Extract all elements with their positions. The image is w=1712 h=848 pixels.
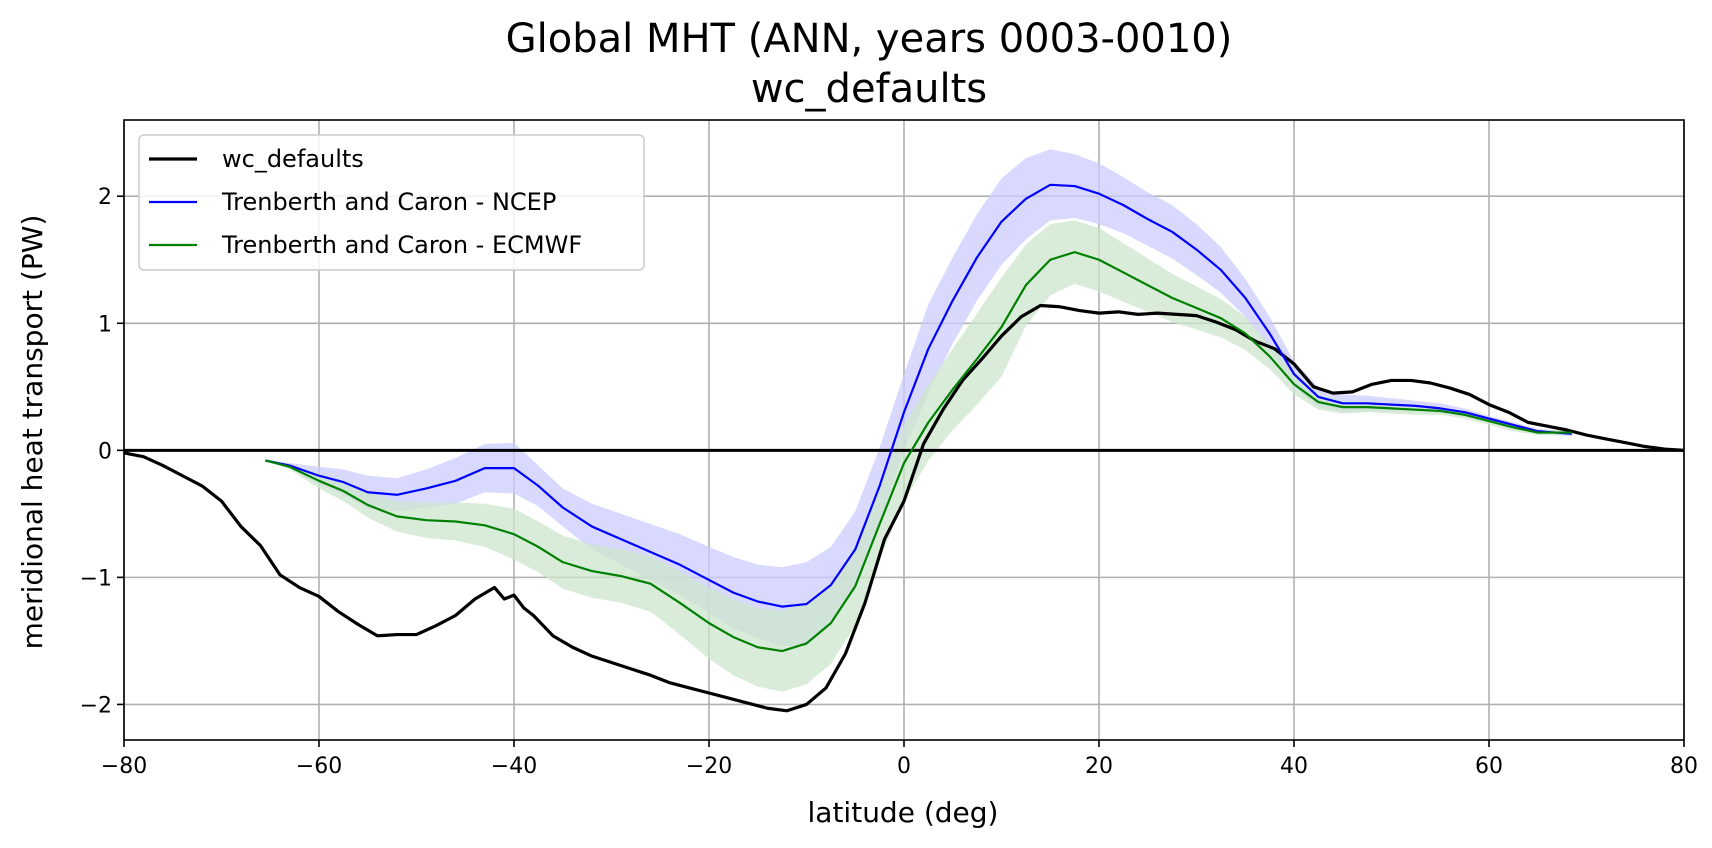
- x-axis-ticks: −80 −60 −40 −20 0 20 40 60 80: [101, 740, 1698, 779]
- x-tick-label: −80: [101, 754, 147, 779]
- y-axis-ticks: −2 −1 0 1 2: [80, 185, 124, 718]
- x-tick-label: −40: [491, 754, 537, 779]
- series-line-1: [265, 183, 1572, 608]
- x-tick-label: 40: [1280, 754, 1308, 779]
- series-line-2: [265, 251, 1572, 653]
- y-tick-label: −2: [80, 693, 112, 718]
- x-tick-label: −20: [686, 754, 732, 779]
- band-1: [265, 149, 1572, 646]
- y-axis-label: meridional heat transport (PW): [16, 215, 49, 650]
- x-axis-label: latitude (deg): [808, 796, 999, 829]
- y-tick-label: 0: [98, 439, 112, 464]
- x-tick-label: 0: [897, 754, 911, 779]
- chart-subtitle: wc_defaults: [751, 66, 987, 112]
- y-tick-label: 1: [98, 312, 112, 337]
- y-tick-label: −1: [80, 566, 112, 591]
- legend-label: wc_defaults: [222, 145, 364, 173]
- series-lines: [123, 183, 1685, 713]
- chart-title: Global MHT (ANN, years 0003-0010): [506, 16, 1233, 62]
- legend-box: [138, 134, 645, 271]
- x-tick-label: 80: [1670, 754, 1698, 779]
- x-tick-label: 20: [1085, 754, 1113, 779]
- y-tick-label: 2: [98, 185, 112, 210]
- x-tick-label: −60: [296, 754, 342, 779]
- legend-label: Trenberth and Caron - ECMWF: [221, 231, 582, 259]
- legend: wc_defaults Trenberth and Caron - NCEP Tre…: [138, 134, 645, 271]
- x-tick-label: 60: [1475, 754, 1503, 779]
- series-line-0: [123, 303, 1685, 713]
- legend-label: Trenberth and Caron - NCEP: [221, 188, 556, 216]
